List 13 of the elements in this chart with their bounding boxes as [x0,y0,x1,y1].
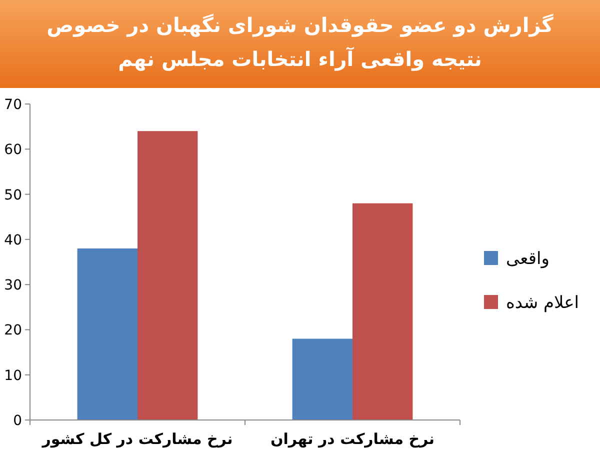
x-tick-label: نرخ مشارکت در تهران [270,430,435,448]
y-tick-label: 10 [4,368,22,384]
y-tick-label: 20 [4,322,22,339]
y-tick-label: 40 [4,232,22,248]
y-tick-label: 60 [4,142,22,158]
y-tick-label: 0 [13,413,22,429]
y-tick-label: 70 [4,97,22,113]
legend-label: اعلام شده [506,293,580,313]
chart-title: گزارش دو عضو حقوقدان شورای نگهبان در خصوص نتیجه واقعی آراء انتخابات مجلس نهم [0,0,600,88]
legend-label: واقعی [506,249,550,269]
x-tick-label: نرخ مشارکت در کل کشور [41,430,233,448]
y-tick-label: 30 [4,278,22,294]
y-tick-label: 50 [4,187,22,204]
